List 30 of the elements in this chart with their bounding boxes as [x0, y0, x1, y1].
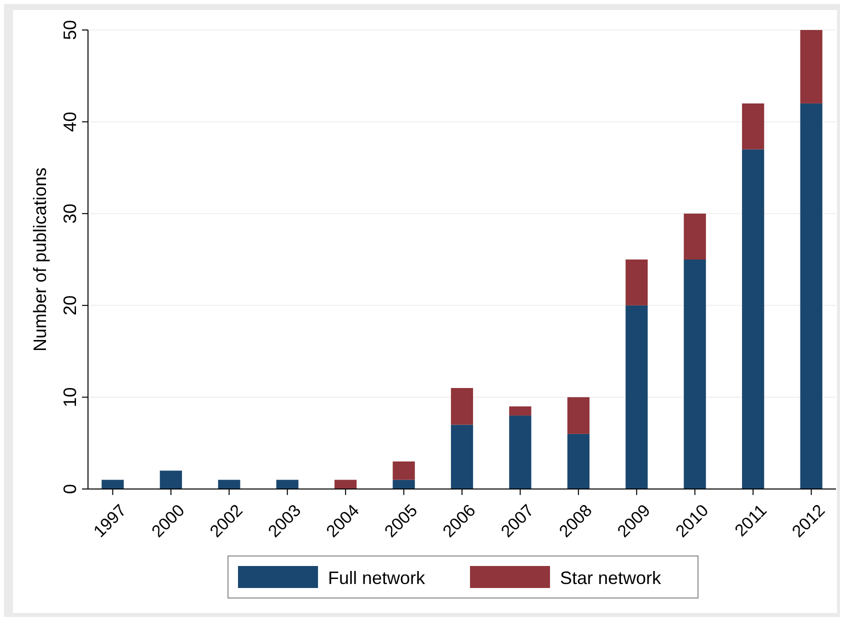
bar [567, 434, 590, 489]
bar [800, 103, 822, 489]
bar [742, 103, 764, 150]
bar [392, 461, 415, 480]
legend-label: Star network [560, 568, 662, 588]
y-tick-label: 0 [60, 484, 80, 494]
bar [334, 480, 357, 489]
bar [742, 149, 764, 489]
bar [392, 480, 415, 489]
bar [218, 480, 240, 489]
bar [684, 260, 706, 489]
bar [626, 260, 648, 306]
bar [276, 480, 298, 489]
bar [102, 480, 124, 489]
bar [160, 470, 182, 489]
y-tick-label: 20 [60, 295, 80, 316]
bar [684, 214, 706, 260]
bar [509, 416, 532, 489]
bar [567, 397, 590, 434]
bar [509, 406, 532, 416]
y-tick-label: 40 [60, 112, 80, 132]
bar [800, 30, 822, 104]
bar [450, 388, 474, 425]
y-tick-label: 30 [60, 204, 80, 224]
bar [450, 424, 474, 489]
y-tick-label: 10 [60, 387, 80, 408]
y-axis-title: Number of publications [30, 167, 50, 352]
bar [626, 305, 648, 489]
legend-label: Full network [328, 568, 426, 588]
y-tick-label: 50 [60, 20, 80, 40]
